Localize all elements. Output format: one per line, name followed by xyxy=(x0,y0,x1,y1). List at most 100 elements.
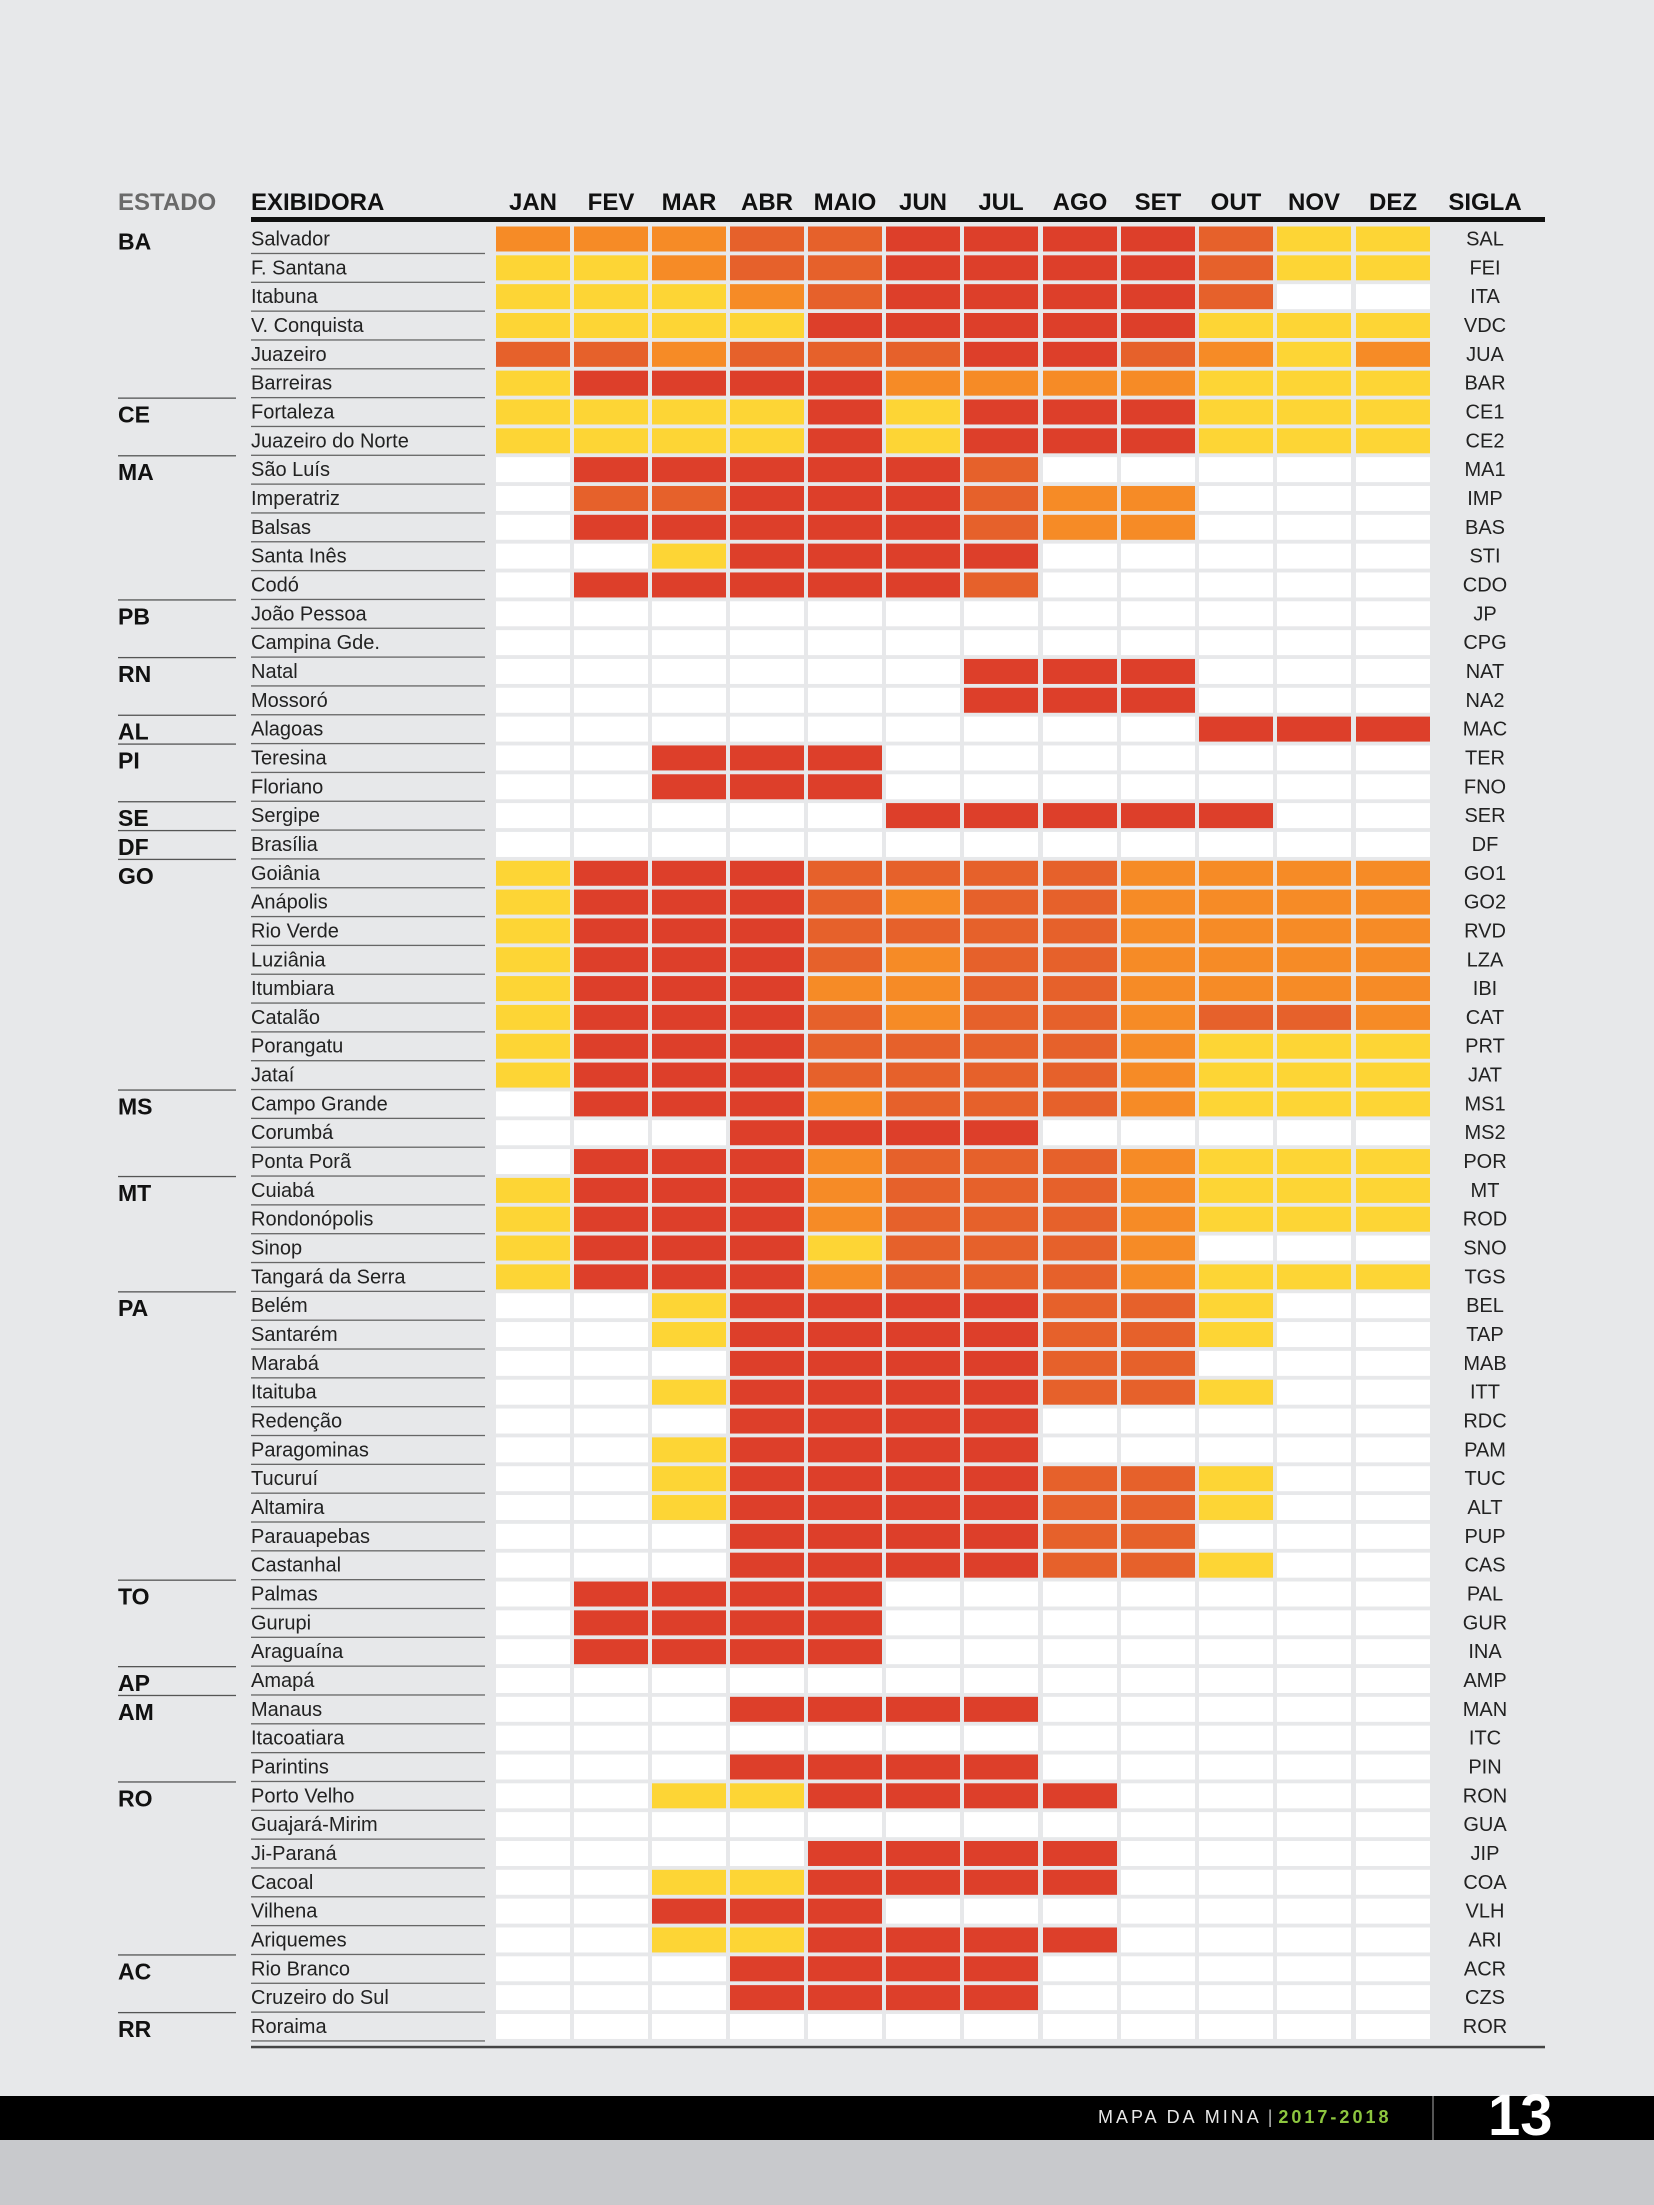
exibidora-underline xyxy=(251,1060,485,1062)
heatmap-cell xyxy=(652,860,726,886)
heatmap-cell xyxy=(1356,1927,1430,1953)
heatmap-cell xyxy=(652,889,726,915)
exibidora-label: Paragominas xyxy=(251,1439,369,1461)
heatmap-cell xyxy=(808,860,882,886)
heatmap-cell xyxy=(1199,1754,1273,1780)
heatmap-cell xyxy=(1199,1725,1273,1751)
heatmap-cell xyxy=(886,803,960,829)
heatmap-cell xyxy=(652,1091,726,1117)
heatmap-cell xyxy=(1121,1552,1195,1578)
heatmap-cell xyxy=(730,1466,804,1492)
heatmap-cell xyxy=(1199,601,1273,627)
sigla-label: MAN xyxy=(1463,1699,1507,1721)
heatmap-cell xyxy=(964,1869,1038,1895)
sigla-label: ALT xyxy=(1467,1497,1502,1519)
exibidora-underline xyxy=(251,483,485,485)
exibidora-underline xyxy=(251,2011,485,2013)
exibidora-label: Itacoatiara xyxy=(251,1728,345,1750)
heatmap-cell xyxy=(1043,1696,1117,1722)
heatmap-cell xyxy=(886,1840,960,1866)
heatmap-cell xyxy=(1199,1783,1273,1809)
heatmap-cell xyxy=(1277,1812,1351,1838)
heatmap-cell xyxy=(1277,428,1351,454)
exibidora-label: Teresina xyxy=(251,747,327,769)
heatmap-cell xyxy=(1277,831,1351,857)
heatmap-cell xyxy=(730,1783,804,1809)
heatmap-cell xyxy=(1356,1264,1430,1290)
heatmap-cell xyxy=(964,831,1038,857)
sigla-label: GUA xyxy=(1463,1814,1507,1836)
heatmap-cell xyxy=(1277,1350,1351,1376)
sigla-label: ARI xyxy=(1468,1929,1501,1951)
heatmap-cell xyxy=(964,284,1038,310)
heatmap-cell xyxy=(652,1033,726,1059)
heatmap-cell xyxy=(1121,860,1195,886)
publication-year: 2017-2018 xyxy=(1278,2107,1392,2127)
heatmap-cell xyxy=(808,1523,882,1549)
heatmap-cell xyxy=(730,1293,804,1319)
heatmap-cell xyxy=(496,399,570,425)
heatmap-cell xyxy=(1199,1466,1273,1492)
exibidora-underline xyxy=(251,1665,485,1667)
heatmap-cell xyxy=(730,1523,804,1549)
heatmap-cell xyxy=(1199,312,1273,338)
heatmap-cell xyxy=(1043,1668,1117,1693)
heatmap-cell xyxy=(1121,630,1195,656)
heatmap-cell xyxy=(496,831,570,857)
heatmap-cell xyxy=(1121,976,1195,1002)
heatmap-cell xyxy=(1199,341,1273,367)
heatmap-cell xyxy=(1043,1552,1117,1578)
sigla-label: TER xyxy=(1465,747,1505,769)
heatmap-cell xyxy=(652,428,726,454)
sigla-label: PIN xyxy=(1468,1756,1501,1778)
heatmap-cell xyxy=(886,687,960,713)
exibidora-underline xyxy=(251,1780,485,1783)
heatmap-cell xyxy=(496,1091,570,1117)
heatmap-cell xyxy=(652,1149,726,1175)
heatmap-cell xyxy=(1277,1177,1351,1203)
exibidora-underline xyxy=(251,1117,485,1120)
state-label: SE xyxy=(118,805,149,831)
heatmap-cell xyxy=(652,255,726,281)
exibidora-label: Ponta Porã xyxy=(251,1151,352,1173)
heatmap-cell xyxy=(964,860,1038,886)
heatmap-cell xyxy=(1121,1668,1195,1693)
heatmap-cell xyxy=(964,1696,1038,1722)
heatmap-cell xyxy=(1277,1495,1351,1521)
heatmap-cell xyxy=(574,1177,648,1203)
heatmap-cell xyxy=(1199,1927,1273,1953)
heatmap-cell xyxy=(886,1293,960,1319)
heatmap-cell xyxy=(808,543,882,569)
heatmap-cell xyxy=(886,601,960,627)
heatmap-cell xyxy=(1043,1293,1117,1319)
heatmap-cell xyxy=(964,630,1038,656)
exibidora-underline xyxy=(251,1290,485,1293)
heatmap-cell xyxy=(808,1120,882,1146)
heatmap-cell xyxy=(1199,630,1273,656)
heatmap-cell xyxy=(964,341,1038,367)
exibidora-underline xyxy=(251,1002,485,1004)
exibidora-label: Campina Gde. xyxy=(251,632,380,654)
heatmap-cell xyxy=(1199,1985,1273,2011)
heatmap-cell xyxy=(730,1985,804,2011)
heatmap-cell xyxy=(1199,1495,1273,1521)
heatmap-cell xyxy=(1199,860,1273,886)
state-label: AC xyxy=(118,1958,151,1984)
heatmap-cell xyxy=(730,1812,804,1838)
heatmap-cell xyxy=(1043,774,1117,800)
heatmap-cell xyxy=(1356,514,1430,540)
exibidora-underline xyxy=(251,1636,485,1638)
heatmap-cell xyxy=(652,284,726,310)
heatmap-cell xyxy=(1356,1149,1430,1175)
exibidora-underline xyxy=(251,252,485,255)
sigla-label: RDC xyxy=(1463,1411,1506,1433)
heatmap-cell xyxy=(1356,860,1430,886)
heatmap-cell xyxy=(808,370,882,396)
sigla-label: DF xyxy=(1472,834,1499,856)
heatmap-cell xyxy=(652,803,726,829)
heatmap-cell xyxy=(1199,947,1273,973)
heatmap-cell xyxy=(886,2013,960,2039)
heatmap-cell xyxy=(1277,1956,1351,1982)
heatmap-cell xyxy=(496,370,570,396)
heatmap-cell xyxy=(1356,370,1430,396)
